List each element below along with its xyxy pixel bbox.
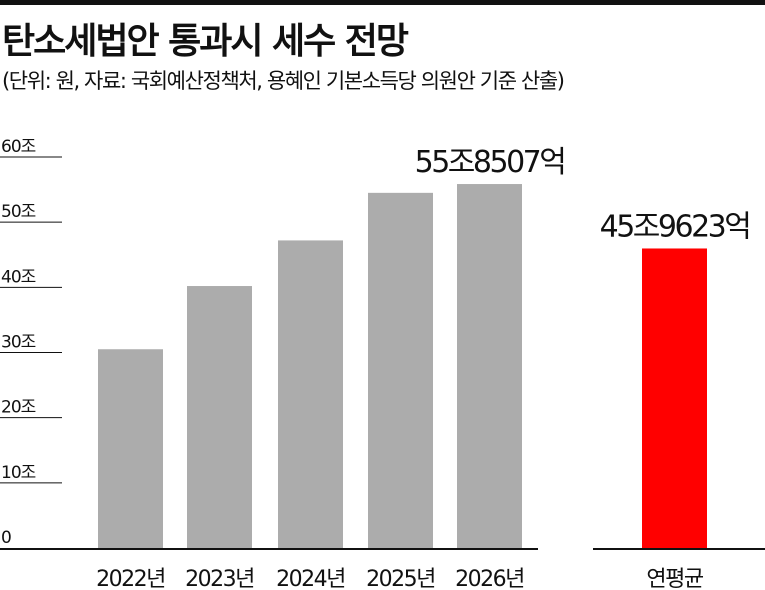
y-tick-label: 30조 <box>1 333 36 353</box>
y-tick-label: 10조 <box>1 463 36 483</box>
chart-subtitle: (단위: 원, 자료: 국회예산정책처, 용혜인 기본소득당 의원안 기준 산출… <box>2 69 565 93</box>
data-label: 55조8507억 <box>415 145 565 180</box>
x-tick-label: 2025년 <box>366 567 435 590</box>
bar <box>368 192 433 548</box>
bar <box>278 240 343 548</box>
average-label: 연평균 <box>646 567 703 590</box>
y-tick-label: 60조 <box>1 137 36 157</box>
chart-title: 탄소세법안 통과시 세수 전망 <box>2 21 409 62</box>
y-tick-label: 50조 <box>1 202 36 222</box>
y-tick-label: 20조 <box>1 398 36 418</box>
top-rule <box>0 0 765 5</box>
x-tick-label: 2022년 <box>96 567 165 590</box>
bar <box>98 349 163 548</box>
x-tick-label: 2026년 <box>455 567 524 590</box>
bar <box>187 286 252 548</box>
y-tick-label: 0 <box>1 528 11 548</box>
x-tick-label: 2024년 <box>276 567 345 590</box>
average-bar <box>642 248 707 549</box>
data-label: 45조9623억 <box>600 209 750 244</box>
x-tick-label: 2023년 <box>185 567 254 590</box>
bar <box>457 184 522 548</box>
y-tick-label: 40조 <box>1 267 36 287</box>
